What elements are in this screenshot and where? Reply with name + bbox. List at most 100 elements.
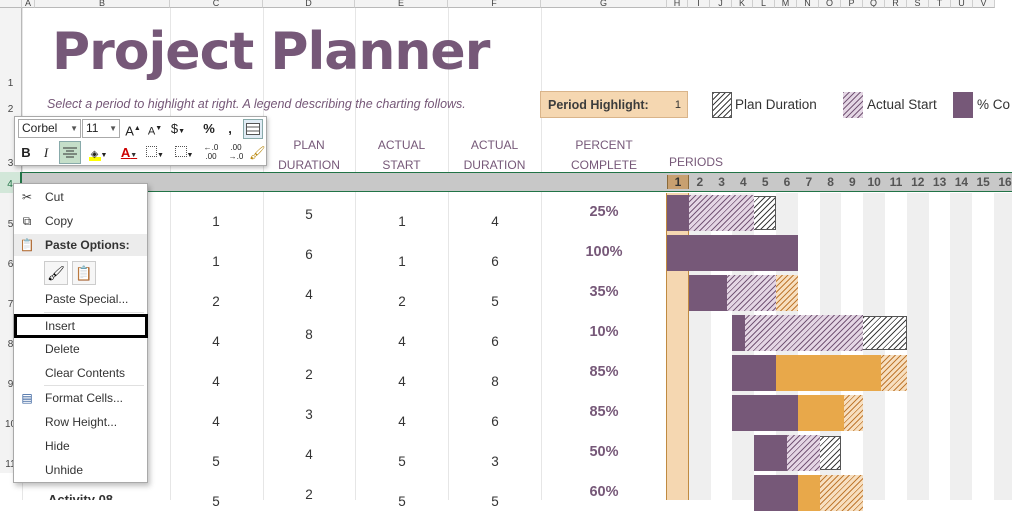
actual-start-cell[interactable]: 2: [398, 294, 406, 309]
comma-style-button[interactable]: ,: [228, 121, 232, 136]
menu-item-format-cells[interactable]: ▤ Format Cells...: [14, 387, 147, 409]
plan-duration-cell[interactable]: 2: [305, 487, 313, 502]
percent-complete-cell[interactable]: 50%: [589, 444, 619, 460]
percent-complete-cell[interactable]: 100%: [585, 244, 623, 260]
column-header-d[interactable]: D: [263, 0, 355, 8]
select-all-corner[interactable]: [0, 0, 22, 8]
menu-item-insert[interactable]: Insert: [14, 314, 148, 338]
borders-button[interactable]: ▼: [145, 143, 165, 163]
increase-font-button[interactable]: A▲: [125, 123, 141, 139]
plan-duration-cell[interactable]: 2: [305, 367, 313, 382]
column-header-c[interactable]: C: [170, 0, 263, 8]
actual-start-cell[interactable]: 4: [398, 334, 406, 349]
period-number[interactable]: 3: [718, 175, 725, 189]
percent-complete-cell[interactable]: 25%: [589, 204, 619, 220]
column-header-r[interactable]: R: [885, 0, 907, 8]
plan-start-cell[interactable]: 4: [212, 334, 220, 349]
column-header-i[interactable]: I: [688, 0, 710, 8]
column-header-l[interactable]: L: [753, 0, 775, 8]
period-number[interactable]: 9: [849, 175, 856, 189]
fill-color-button[interactable]: ◈ ▼: [85, 143, 111, 163]
plan-duration-cell[interactable]: 4: [305, 287, 313, 302]
menu-item-unhide[interactable]: Unhide: [45, 463, 84, 477]
percent-complete-cell[interactable]: 10%: [589, 324, 619, 340]
menu-item-clear-contents[interactable]: Clear Contents: [45, 366, 126, 380]
menu-item-cut[interactable]: ✂ Cut: [14, 186, 147, 208]
period-number[interactable]: 8: [827, 175, 834, 189]
actual-duration-cell[interactable]: 4: [491, 214, 499, 229]
font-color-button[interactable]: A▼: [120, 145, 138, 160]
actual-duration-cell[interactable]: 5: [491, 294, 499, 309]
actual-duration-cell[interactable]: 6: [491, 334, 499, 349]
column-header-h[interactable]: H: [667, 0, 688, 8]
percent-complete-cell[interactable]: 85%: [589, 364, 619, 380]
period-highlight-cell[interactable]: Period Highlight: 1: [540, 91, 688, 118]
increase-decimal-button[interactable]: ←.0.00: [203, 143, 219, 161]
actual-duration-cell[interactable]: 3: [491, 454, 499, 469]
period-number[interactable]: 7: [805, 175, 813, 189]
period-number[interactable]: 11: [889, 175, 903, 189]
font-name-dropdown[interactable]: Corbel ▼: [18, 119, 81, 138]
percent-complete-cell[interactable]: 85%: [589, 404, 619, 420]
actual-start-cell[interactable]: 1: [398, 254, 406, 269]
period-number[interactable]: 6: [783, 175, 791, 189]
plan-duration-cell[interactable]: 3: [305, 407, 313, 422]
period-number[interactable]: 4: [740, 175, 747, 189]
merge-center-button[interactable]: ▼: [173, 143, 195, 163]
plan-duration-cell[interactable]: 4: [305, 447, 313, 462]
actual-start-cell[interactable]: 4: [398, 414, 406, 429]
period-number[interactable]: 10: [867, 175, 881, 189]
period-number[interactable]: 1: [667, 175, 689, 189]
column-header-a[interactable]: A: [22, 0, 35, 8]
plan-duration-cell[interactable]: 5: [305, 207, 313, 222]
period-number[interactable]: 5: [761, 175, 769, 189]
plan-start-cell[interactable]: 1: [212, 254, 220, 269]
period-number[interactable]: 13: [932, 175, 947, 189]
format-painter-table-icon[interactable]: [243, 119, 263, 139]
row-header-2[interactable]: 2: [0, 92, 22, 118]
column-header-s[interactable]: S: [907, 0, 929, 8]
actual-duration-cell[interactable]: 6: [491, 254, 499, 269]
column-header-t[interactable]: T: [929, 0, 951, 8]
plan-duration-cell[interactable]: 8: [305, 327, 313, 342]
menu-item-row-height[interactable]: Row Height...: [45, 415, 118, 429]
bold-button[interactable]: B: [21, 145, 31, 160]
actual-duration-cell[interactable]: 5: [491, 494, 499, 509]
center-align-button[interactable]: [59, 141, 81, 164]
percent-style-button[interactable]: %: [203, 121, 215, 136]
menu-item-delete[interactable]: Delete: [45, 342, 80, 356]
decrease-font-button[interactable]: A▼: [147, 125, 163, 138]
actual-start-cell[interactable]: 5: [398, 454, 406, 469]
actual-duration-cell[interactable]: 8: [491, 374, 499, 389]
row-header-1[interactable]: 1: [0, 8, 22, 92]
percent-complete-cell[interactable]: 60%: [589, 484, 619, 500]
period-number[interactable]: 15: [976, 175, 990, 189]
actual-duration-cell[interactable]: 6: [491, 414, 499, 429]
format-painter-icon[interactable]: 🖌: [249, 145, 266, 160]
plan-duration-cell[interactable]: 6: [305, 247, 313, 262]
column-header-e[interactable]: E: [355, 0, 448, 8]
actual-start-cell[interactable]: 5: [398, 494, 406, 509]
period-number[interactable]: 14: [954, 175, 969, 189]
plan-start-cell[interactable]: 5: [212, 454, 220, 469]
accounting-format-button[interactable]: $▼: [170, 121, 186, 136]
column-header-f[interactable]: F: [448, 0, 541, 8]
font-size-dropdown[interactable]: 11 ▼: [82, 119, 120, 138]
paste-icon[interactable]: 📋: [72, 261, 96, 285]
decrease-decimal-button[interactable]: .00 →.0: [228, 143, 244, 161]
menu-item-copy[interactable]: ⧉ Copy: [14, 210, 147, 232]
column-header-g[interactable]: G: [541, 0, 667, 8]
paste-formatting-icon[interactable]: 🖌: [44, 261, 68, 285]
plan-start-cell[interactable]: 4: [212, 374, 220, 389]
column-header-u[interactable]: U: [951, 0, 973, 8]
menu-item-paste-special[interactable]: Paste Special...: [45, 292, 129, 306]
plan-start-cell[interactable]: 1: [212, 214, 220, 229]
column-header-m[interactable]: M: [775, 0, 797, 8]
column-header-o[interactable]: O: [819, 0, 841, 8]
column-header-v[interactable]: V: [973, 0, 995, 8]
column-header-j[interactable]: J: [710, 0, 732, 8]
column-header-q[interactable]: Q: [863, 0, 885, 8]
period-number[interactable]: 12: [911, 175, 925, 189]
column-header-k[interactable]: K: [732, 0, 753, 8]
column-header-b[interactable]: B: [35, 0, 170, 8]
